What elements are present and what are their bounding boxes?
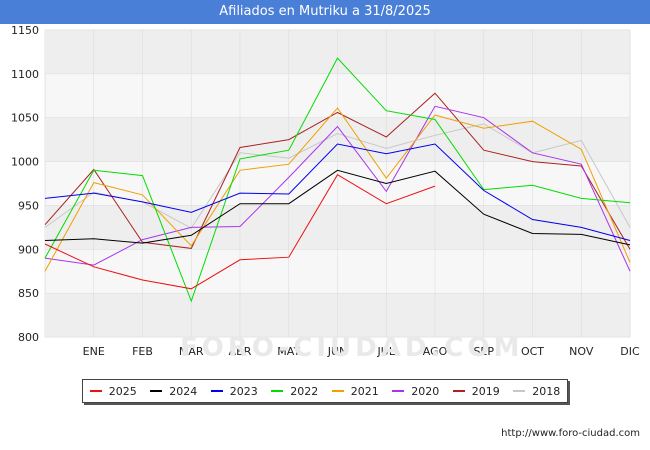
- series-lines: [44, 57, 631, 303]
- y-axis-ticks: 800 850 900 950 1000 1050 1100 1150: [11, 24, 39, 344]
- x-tick-label: FEB: [132, 345, 153, 358]
- series-line-2024: [44, 169, 631, 246]
- x-tick-label: OCT: [521, 345, 544, 358]
- y-tick-label: 900: [18, 243, 39, 256]
- y-tick-label: 1050: [11, 112, 39, 125]
- source-url: http://www.foro-ciudad.com: [501, 428, 640, 439]
- y-tick-label: 1100: [11, 68, 39, 81]
- legend-item-2023: 2023: [210, 384, 258, 398]
- series-line-2023: [44, 143, 631, 241]
- legend-item-2020: 2020: [392, 385, 439, 398]
- legend-swatch: [271, 390, 284, 392]
- legend-label: 2024: [169, 384, 198, 398]
- legend: 2025 2024 2023 2022 2021 2020 2019 2018: [82, 379, 568, 403]
- legend-item-2021: 2021: [331, 384, 379, 398]
- watermark: FORO-CIUDAD.COM: [180, 333, 524, 363]
- x-tick-label: JUN: [327, 345, 348, 358]
- legend-label: 2022: [290, 384, 319, 398]
- legend-swatch: [89, 390, 102, 392]
- y-tick-label: 1150: [11, 24, 39, 37]
- series-line-2022: [44, 57, 631, 303]
- legend-label: 2020: [411, 384, 440, 398]
- legend-item-2024: 2024: [150, 385, 197, 398]
- x-axis-ticks: ENE FEB MAR ABR MAY JUN JUL AGO SEP OCT NOV DIC: [83, 345, 640, 358]
- series-line-2020: [44, 105, 631, 272]
- legend-label: 2023: [229, 384, 258, 398]
- legend-item-2025: 2025: [89, 384, 137, 398]
- x-tick-label: MAR: [179, 345, 204, 358]
- legend-swatch: [392, 390, 405, 392]
- legend-item-2022: 2022: [271, 385, 318, 398]
- legend-swatch: [452, 390, 465, 392]
- series-line-2021: [44, 107, 631, 272]
- legend-swatch: [210, 390, 223, 392]
- legend-item-2019: 2019: [452, 384, 500, 398]
- x-tick-label: JUL: [377, 345, 396, 358]
- y-tick-label: 950: [18, 199, 39, 212]
- y-tick-label: 800: [18, 331, 39, 344]
- x-tick-label: NOV: [569, 345, 594, 358]
- legend-swatch: [150, 390, 163, 392]
- x-tick-label: MAY: [277, 345, 300, 358]
- legend-label: 2025: [108, 384, 137, 398]
- legend-label: 2021: [350, 384, 379, 398]
- legend-item-2018: 2018: [513, 385, 560, 398]
- chart-title: Afiliados en Mutriku a 31/8/2025: [0, 0, 650, 24]
- legend-swatch: [513, 390, 526, 392]
- x-tick-label: AGO: [423, 345, 448, 358]
- x-tick-label: SEP: [473, 345, 494, 358]
- x-tick-label: DIC: [620, 345, 640, 358]
- series-line-2025: [44, 174, 436, 290]
- legend-label: 2019: [471, 384, 500, 398]
- legend-label: 2018: [532, 384, 561, 398]
- y-tick-label: 1000: [11, 156, 39, 169]
- x-tick-label: ABR: [229, 345, 252, 358]
- legend-swatch: [331, 390, 344, 392]
- series-line-2019: [44, 92, 631, 250]
- y-tick-label: 850: [18, 287, 39, 300]
- x-tick-label: ENE: [83, 345, 105, 358]
